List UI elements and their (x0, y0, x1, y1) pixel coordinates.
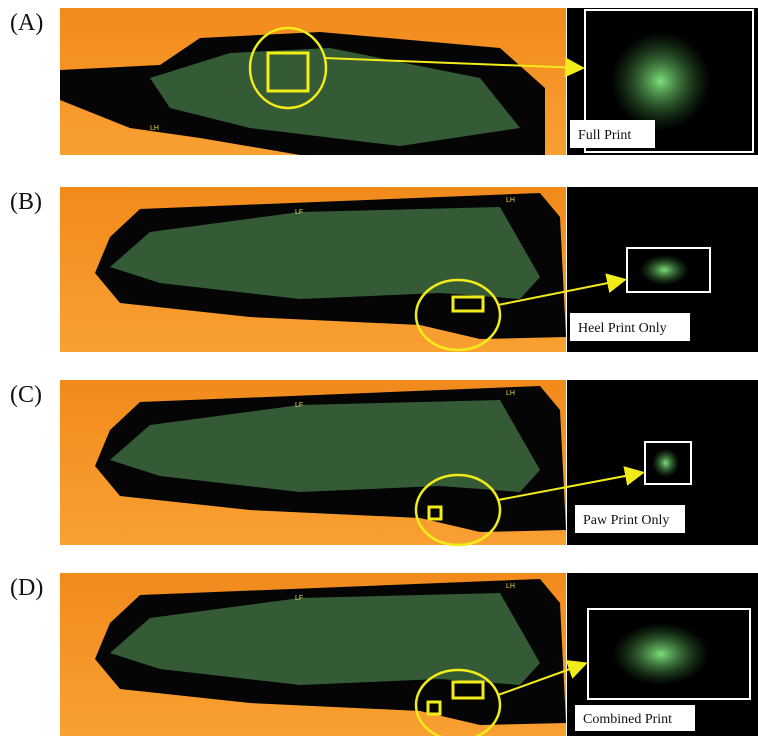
caption: Full Print (578, 128, 631, 143)
figure: LH Full Print (A) LF LH Heel Print Only (B) LF L… (0, 0, 758, 736)
zoom-print (610, 31, 711, 130)
caption: Heel Print Only (578, 321, 667, 336)
zoom-print (639, 255, 689, 286)
zoom-print (652, 448, 680, 477)
panel-label: (D) (10, 575, 43, 601)
panel-label: (B) (10, 189, 42, 215)
paw-label: LH (150, 125, 159, 132)
zoom-print (612, 623, 709, 686)
paw-label: LF (295, 209, 303, 216)
panel-label: (C) (10, 382, 42, 408)
paw-label: LH (506, 197, 515, 204)
paw-label: LH (506, 583, 515, 590)
panel-label: (A) (10, 10, 43, 36)
paw-label: LH (506, 390, 515, 397)
paw-label: LF (295, 595, 303, 602)
caption: Paw Print Only (583, 513, 669, 528)
paw-label: LF (295, 402, 303, 409)
caption: Combined Print (583, 712, 672, 727)
